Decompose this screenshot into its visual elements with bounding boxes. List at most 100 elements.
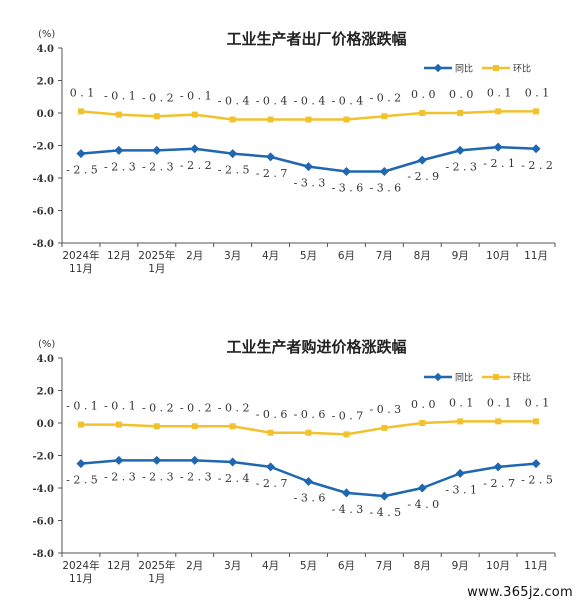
x-tick-label: 2025年 [138, 249, 175, 262]
x-tick-label: 2024年 [62, 249, 99, 262]
y-tick-label: 2.0 [37, 77, 54, 88]
data-point-mom [495, 108, 502, 115]
data-label-yoy: - 2 . 3 [445, 160, 477, 173]
data-label-mom: - 0 . 1 [104, 400, 136, 413]
y-tick-label: 4.0 [37, 354, 54, 365]
y-tick-label: -4.0 [32, 174, 54, 185]
y-tick-label: -8.0 [32, 549, 54, 560]
data-label-yoy: - 3 . 3 [294, 177, 326, 190]
data-label-mom: - 0 . 1 [180, 90, 212, 103]
data-point-yoy [266, 152, 276, 162]
chart-1: 工业生产者出厂价格涨跌幅 (%) 4.0 2.0 0.0 -2.0 -4.0 -6.0 -8.0… [32, 29, 556, 275]
data-label-mom: - 0 . 6 [256, 408, 288, 421]
data-point-mom [77, 421, 84, 428]
x-tick-label: 3月 [224, 250, 241, 262]
legend-label: 同比 [455, 63, 473, 75]
data-label-mom: - 0 . 1 [104, 90, 136, 103]
data-point-mom [419, 110, 426, 116]
legend-marker [493, 374, 499, 380]
data-point-yoy [417, 155, 427, 165]
chart-title: 工业生产者购进价格涨跌幅 [226, 338, 406, 356]
data-label-yoy: - 2 . 5 [521, 474, 553, 487]
x-tick-label: 11月 [69, 263, 93, 275]
data-label-mom: - 0 . 4 [294, 95, 326, 108]
x-tick-label: 2024年 [62, 559, 99, 572]
legend-marker [433, 63, 443, 73]
data-point-yoy [190, 144, 200, 154]
y-tick-label: 2.0 [37, 387, 54, 398]
x-tick-label: 3月 [224, 560, 241, 572]
legend-marker [493, 65, 499, 71]
data-label-mom: - 0 . 4 [256, 95, 288, 108]
data-label-yoy: - 2 . 2 [180, 159, 212, 172]
data-point-mom [381, 424, 388, 431]
data-point-yoy [493, 462, 503, 472]
x-tick-label: 7月 [376, 250, 393, 262]
data-label-mom: 0 . 0 [411, 88, 436, 101]
legend-label: 环比 [513, 63, 531, 75]
data-point-mom [305, 116, 312, 123]
data-label-yoy: - 3 . 6 [294, 492, 326, 505]
data-label-mom: - 0 . 3 [369, 403, 401, 416]
data-label-yoy: - 2 . 3 [104, 470, 136, 483]
data-point-yoy [455, 468, 465, 478]
data-label-yoy: - 3 . 1 [445, 483, 477, 496]
x-tick-label: 1月 [148, 573, 165, 585]
x-tick-label: 9月 [452, 560, 469, 572]
data-point-mom [457, 418, 464, 425]
x-tick-label: 7月 [376, 560, 393, 572]
legend-label: 环比 [513, 372, 531, 384]
data-point-yoy [228, 457, 238, 467]
data-label-yoy: - 2 . 7 [256, 477, 288, 490]
data-point-mom [305, 429, 312, 436]
data-point-yoy [152, 145, 162, 155]
data-label-yoy: - 2 . 3 [142, 160, 174, 173]
data-label-yoy: - 2 . 3 [180, 470, 212, 483]
y-tick-label: -2.0 [32, 452, 54, 463]
data-point-mom [115, 111, 122, 118]
data-point-mom [533, 108, 540, 115]
watermark-text: www.365jz.com [467, 585, 573, 600]
x-tick-label: 9月 [452, 250, 469, 262]
data-point-yoy [379, 491, 389, 501]
x-tick-label: 2025年 [138, 559, 175, 572]
data-point-mom [343, 431, 350, 438]
data-label-yoy: - 2 . 3 [142, 470, 174, 483]
data-point-yoy [379, 166, 389, 177]
data-label-yoy: - 2 . 2 [521, 159, 553, 172]
data-point-yoy [531, 144, 541, 154]
data-point-mom [533, 418, 540, 425]
data-label-yoy: - 2 . 4 [218, 472, 250, 485]
y-tick-label: -4.0 [32, 484, 54, 495]
data-label-mom: - 0 . 6 [294, 408, 326, 421]
x-tick-label: 6月 [338, 250, 355, 262]
data-point-yoy [341, 166, 351, 177]
x-tick-label: 12月 [107, 560, 131, 572]
data-label-yoy: - 3 . 6 [369, 182, 401, 195]
data-label-yoy: - 4 . 3 [332, 503, 364, 516]
x-tick-label: 2月 [186, 250, 203, 262]
data-label-mom: 0 . 0 [411, 398, 436, 411]
data-point-yoy [76, 459, 86, 469]
data-point-yoy [531, 459, 541, 469]
data-label-mom: 0 . 0 [449, 88, 474, 101]
y-unit-label: (%) [38, 29, 55, 40]
data-point-mom [77, 108, 84, 115]
data-point-mom [191, 423, 198, 430]
data-point-yoy [417, 483, 427, 493]
data-point-mom [229, 423, 236, 430]
data-point-yoy [76, 149, 86, 159]
data-point-mom [115, 421, 122, 428]
y-tick-label: 0.0 [37, 419, 54, 430]
x-tick-label: 8月 [414, 250, 431, 262]
data-label-mom: 0 . 1 [525, 86, 550, 99]
data-point-mom [229, 116, 236, 123]
data-point-yoy [190, 455, 200, 465]
x-tick-label: 10月 [486, 250, 510, 262]
data-label-mom: - 0 . 2 [142, 401, 174, 414]
data-point-mom [191, 111, 198, 118]
data-point-mom [419, 420, 426, 426]
data-label-mom: - 0 . 2 [369, 91, 401, 104]
data-label-mom: 0 . 1 [487, 396, 512, 409]
x-tick-label: 8月 [414, 560, 431, 572]
